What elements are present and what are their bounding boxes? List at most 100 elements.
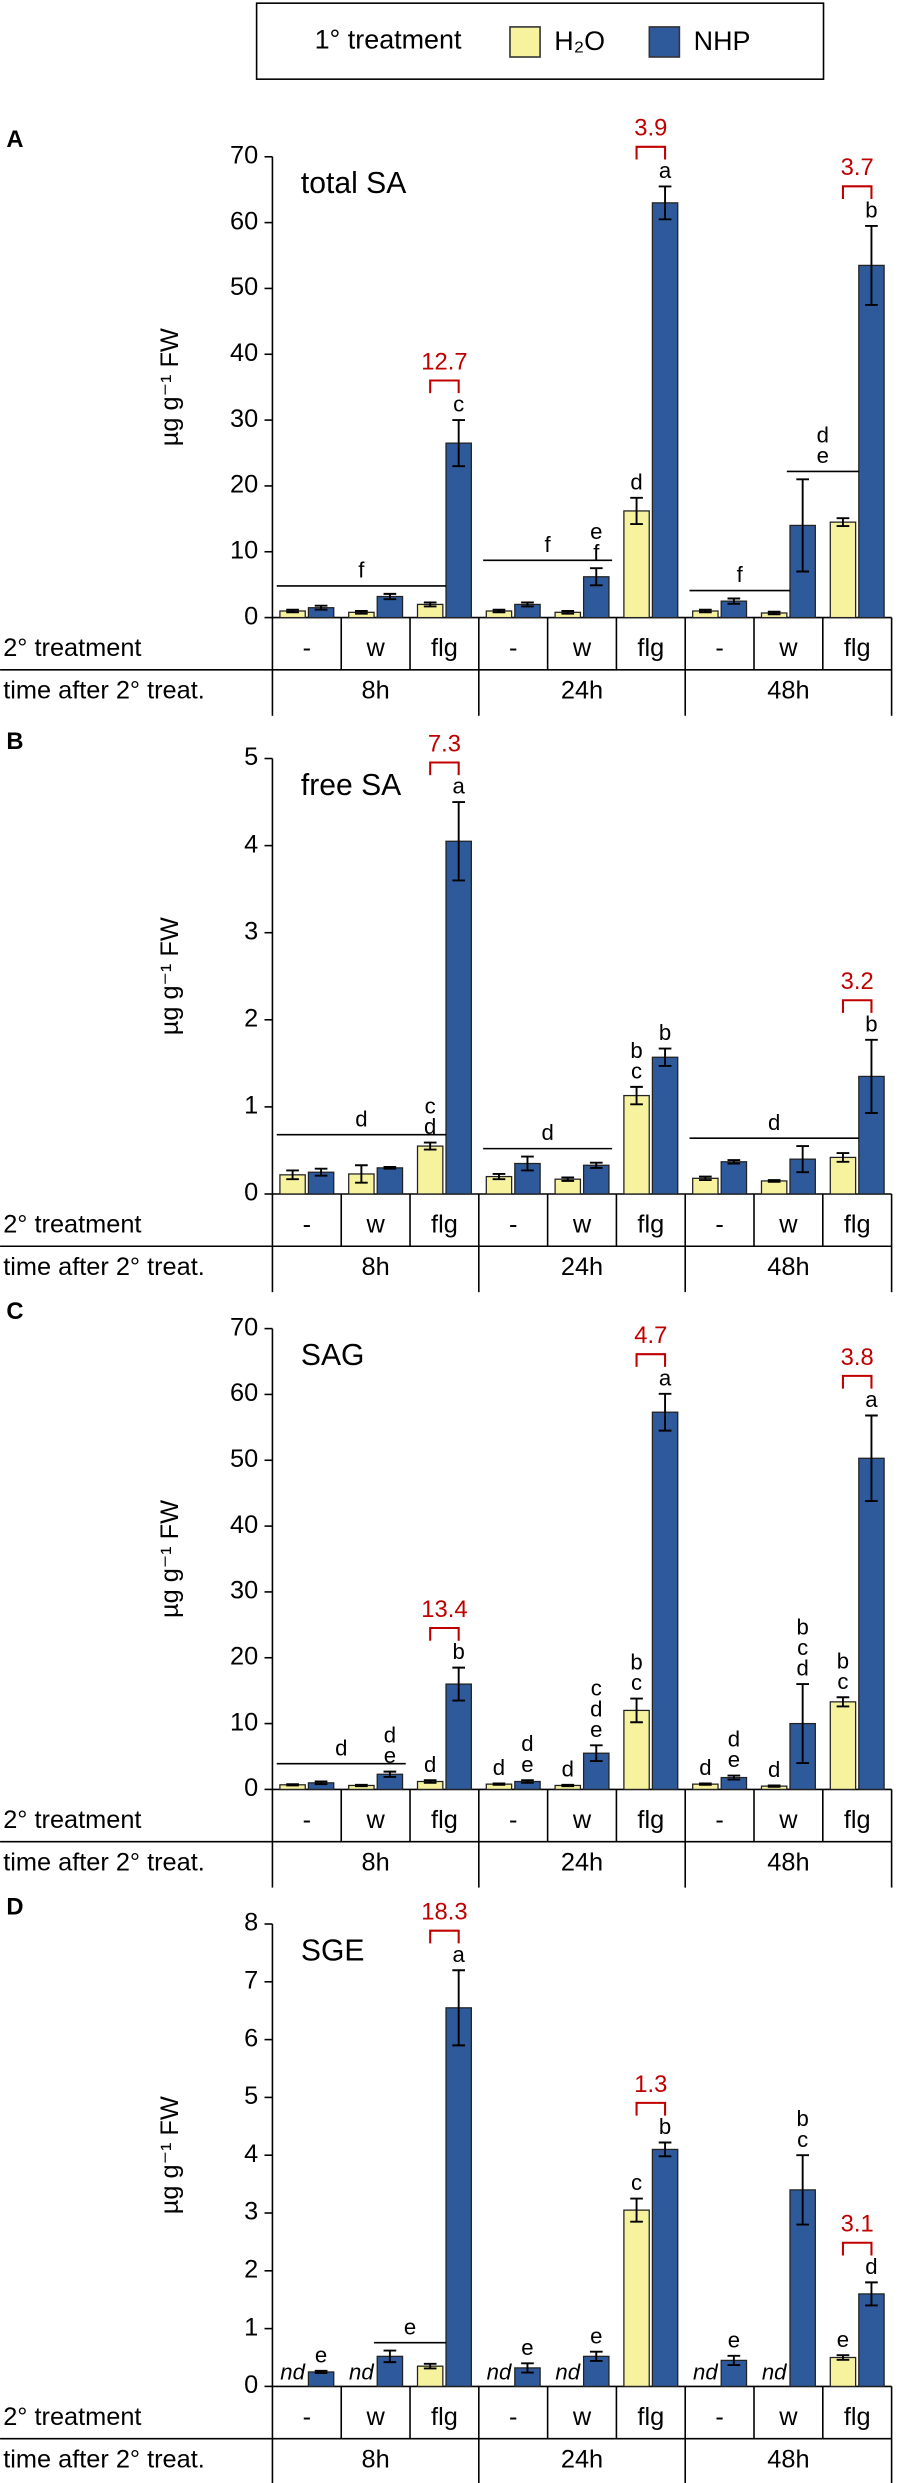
significance-letter: f — [358, 558, 365, 583]
fold-bracket — [635, 145, 667, 160]
y-tick-label: 20 — [230, 1642, 258, 1670]
y-tick-label: 1 — [244, 2313, 258, 2341]
significance-letter: b — [453, 1639, 465, 1664]
error-bar — [423, 2362, 437, 2370]
significance-letter: e — [817, 443, 829, 468]
significance-letter: e — [521, 1752, 533, 1777]
x-tick-label: w — [778, 2403, 798, 2431]
fold-bracket — [841, 999, 873, 1013]
bar — [582, 1164, 610, 1195]
y-tick-label: 0 — [244, 2371, 258, 2399]
error-bar — [589, 567, 603, 587]
significance-letter: d — [768, 1110, 780, 1135]
error-bar — [658, 1392, 672, 1432]
error-bar — [727, 1159, 741, 1165]
bar — [307, 2371, 335, 2388]
bar — [445, 1683, 472, 1791]
error-bar — [383, 1166, 397, 1170]
error-bar — [452, 419, 466, 468]
error-bar — [767, 1784, 781, 1788]
legend-label: H₂O — [554, 26, 605, 56]
x-tick-label: flg — [431, 1210, 458, 1238]
significance-letter: e — [590, 2323, 602, 2348]
significance-letter: a — [659, 158, 672, 183]
error-bar — [286, 1783, 299, 1787]
significance-letter: b — [659, 2114, 671, 2139]
y-axis-label: µg g⁻¹ FW — [156, 328, 184, 446]
row-label: time after 2° treat. — [3, 677, 205, 705]
fold-bracket — [635, 2101, 667, 2116]
significance-letter: d — [590, 1696, 602, 1721]
bar — [445, 840, 472, 1195]
x-tick-label: - — [303, 1806, 311, 1834]
y-tick-label: 4 — [244, 830, 258, 858]
row-label: 2° treatment — [3, 634, 141, 662]
significance-letter: d — [424, 1114, 436, 1139]
value-label: nd — [693, 2360, 718, 2385]
value-label: nd — [349, 2360, 374, 2385]
significance-letter: c — [631, 2170, 642, 2195]
x-tick-label: w — [365, 1806, 385, 1834]
y-tick-label: 0 — [244, 1774, 258, 1802]
error-bar — [865, 224, 878, 306]
bar — [858, 264, 885, 619]
bar — [760, 1180, 788, 1195]
bar — [651, 2148, 679, 2388]
error-bar — [383, 1770, 397, 1778]
fold-bracket — [429, 761, 460, 776]
y-axis-label: µg g⁻¹ FW — [156, 917, 184, 1035]
significance-letter: b — [837, 1648, 849, 1673]
group-label: 8h — [362, 1849, 390, 1877]
y-tick-label: 60 — [230, 1379, 258, 1407]
y-tick-label: 2 — [244, 1004, 258, 1032]
significance-letter: f — [545, 532, 552, 557]
significance-letter: e — [384, 1743, 396, 1768]
significance-letter: a — [453, 1942, 466, 1967]
error-bar — [699, 1782, 712, 1786]
x-tick-label: flg — [431, 1806, 458, 1834]
panel-letter: A — [6, 126, 23, 153]
y-tick-label: 5 — [244, 2082, 258, 2110]
group-label: 8h — [362, 677, 390, 705]
error-bar — [314, 1167, 328, 1177]
error-bar — [796, 1683, 809, 1765]
fold-bracket — [841, 1374, 873, 1389]
group-label: 8h — [362, 1253, 390, 1281]
y-tick-label: 40 — [230, 339, 258, 367]
significance-letter: d — [699, 1755, 711, 1780]
chart-title: free SA — [301, 769, 401, 802]
bar — [623, 2209, 650, 2388]
error-bar — [286, 1169, 299, 1181]
significance-letter: b — [630, 1038, 642, 1063]
significance-letter: b — [796, 1615, 808, 1640]
significance-letter: c — [591, 1676, 602, 1701]
significance-letter: d — [355, 1106, 367, 1131]
error-bar — [767, 1179, 781, 1183]
y-tick-label: 5 — [244, 743, 258, 771]
x-tick-label: w — [572, 1210, 592, 1238]
significance-letter: f — [737, 562, 744, 587]
error-bar — [521, 601, 534, 608]
bar — [445, 442, 472, 619]
x-tick-label: w — [778, 1210, 798, 1238]
significance-letter: b — [659, 1020, 671, 1045]
significance-letter: e — [590, 519, 602, 544]
error-bar — [796, 1145, 809, 1174]
x-tick-label: flg — [637, 2403, 664, 2431]
x-tick-label: w — [572, 634, 592, 662]
significance-letter: c — [631, 1058, 642, 1083]
significance-letter: e — [521, 2335, 533, 2360]
group-label: 48h — [767, 1253, 809, 1281]
x-tick-label: flg — [844, 1210, 871, 1238]
significance-letter: d — [541, 1120, 553, 1145]
row-label: time after 2° treat. — [3, 1253, 205, 1281]
significance-letter: c — [453, 392, 464, 417]
x-tick-label: w — [778, 1806, 798, 1834]
x-tick-label: w — [365, 1210, 385, 1238]
significance-letter: d — [817, 422, 829, 447]
x-tick-label: - — [715, 1806, 723, 1834]
error-bar — [630, 1085, 643, 1106]
y-tick-label: 50 — [230, 1445, 258, 1473]
